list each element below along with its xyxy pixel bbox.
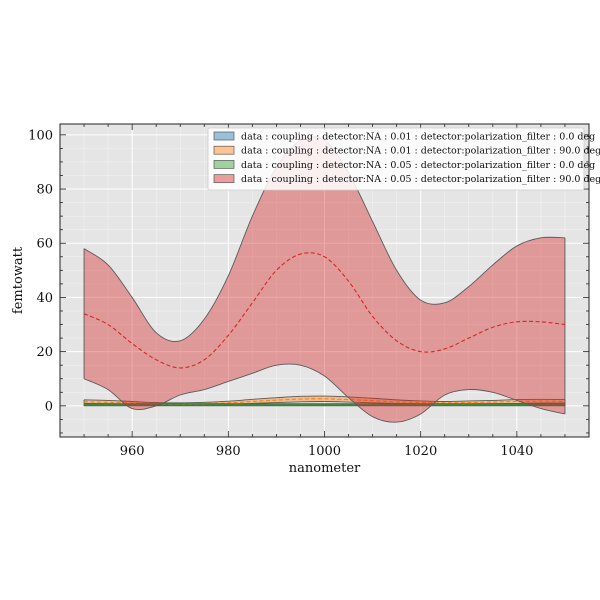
x-tick-label: 1020 bbox=[404, 444, 437, 459]
series-band bbox=[84, 136, 565, 423]
x-axis-label: nanometer bbox=[289, 461, 361, 476]
legend-label: data : coupling : detector:NA : 0.01 : d… bbox=[241, 132, 595, 143]
legend: data : coupling : detector:NA : 0.01 : d… bbox=[207, 127, 600, 191]
series-layer bbox=[83, 136, 566, 423]
series-lower-edge bbox=[83, 363, 566, 423]
y-axis-label: femtowatt bbox=[11, 246, 26, 314]
y-tick-label: 20 bbox=[36, 345, 53, 360]
legend-label: data : coupling : detector:NA : 0.05 : d… bbox=[241, 160, 595, 171]
legend-label: data : coupling : detector:NA : 0.05 : d… bbox=[241, 174, 600, 185]
y-tick-label: 80 bbox=[36, 183, 53, 198]
legend-box bbox=[207, 127, 585, 191]
y-tick-label: 60 bbox=[36, 237, 53, 252]
y-tick-label: 100 bbox=[28, 128, 53, 143]
ticks: 960 980 1000 1020 1040 0 20 40 60 80 100 bbox=[28, 124, 589, 459]
legend-label: data : coupling : detector:NA : 0.01 : d… bbox=[241, 146, 600, 157]
x-tick-label: 1040 bbox=[500, 444, 533, 459]
x-tick-label: 980 bbox=[216, 444, 241, 459]
y-tick-label: 40 bbox=[36, 291, 53, 306]
y-tick-label: 0 bbox=[45, 399, 53, 414]
legend-swatch bbox=[213, 174, 235, 183]
legend-swatch bbox=[213, 131, 235, 141]
series-3 bbox=[83, 403, 566, 407]
x-tick-label: 1000 bbox=[308, 444, 341, 459]
series-mean-line bbox=[83, 252, 566, 369]
x-tick-label: 960 bbox=[120, 444, 145, 459]
legend-swatch bbox=[213, 160, 235, 169]
legend-swatch bbox=[213, 145, 235, 155]
